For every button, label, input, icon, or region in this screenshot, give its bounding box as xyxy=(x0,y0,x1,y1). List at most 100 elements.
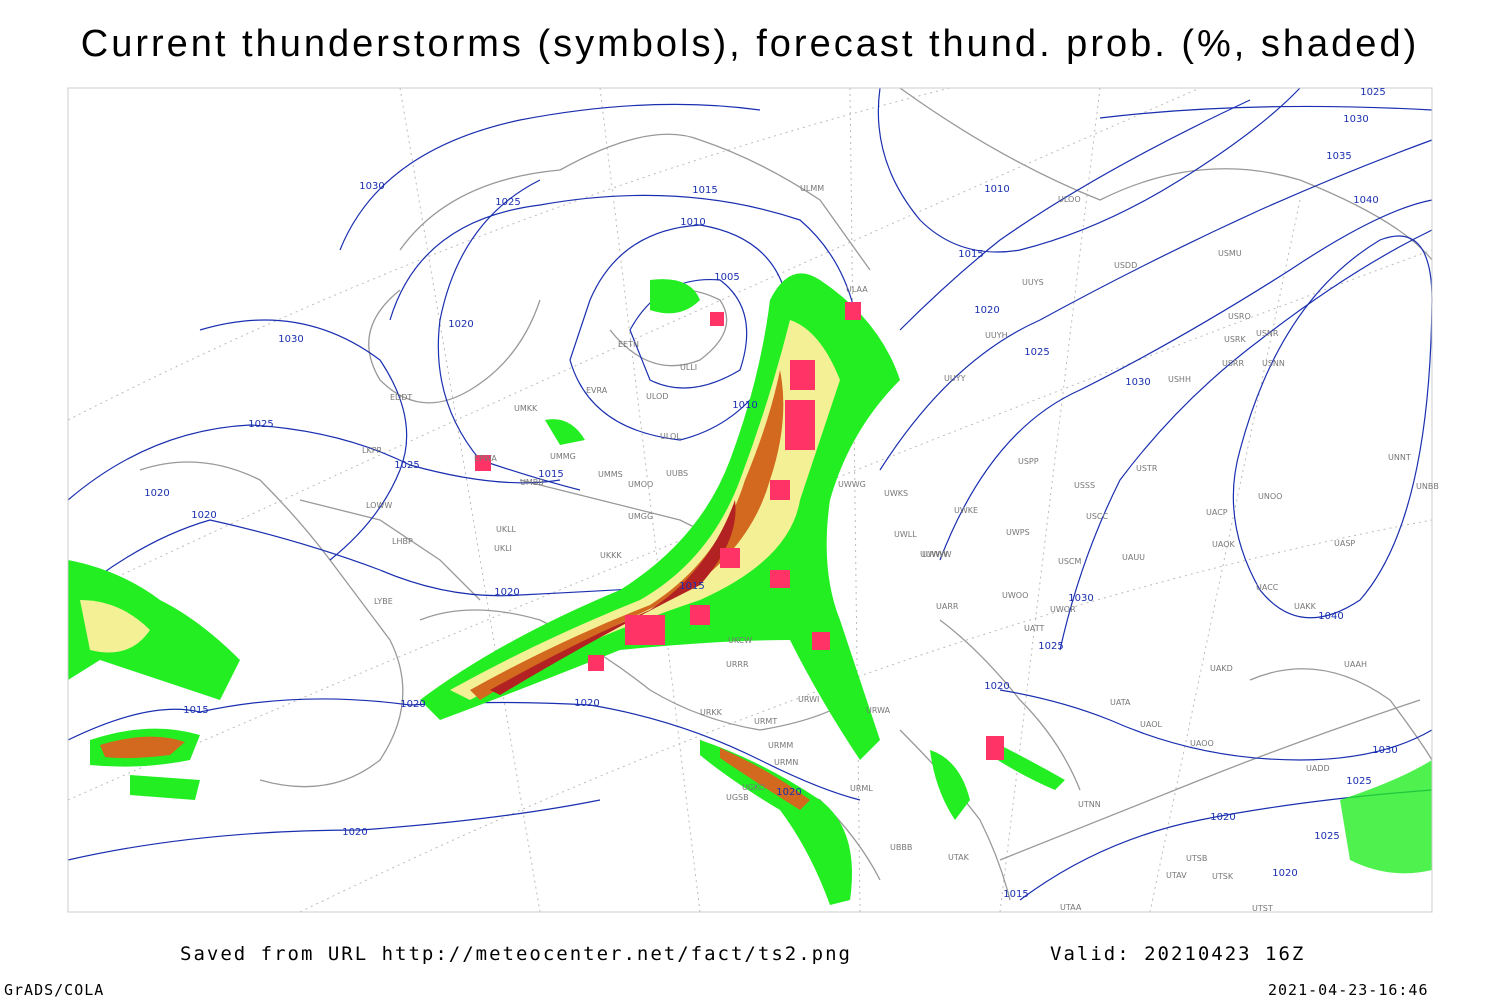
valid-time: Valid: 20210423 16Z xyxy=(1050,943,1305,965)
isobar-label: 1015 xyxy=(183,705,208,716)
station-label: URMT xyxy=(754,717,777,726)
station-label: UACC xyxy=(1256,583,1279,592)
station-label: UAKD xyxy=(1210,664,1233,673)
station-label: USNN xyxy=(1262,359,1285,368)
isobar-label: 1020 xyxy=(342,827,367,838)
station-label: UWOO xyxy=(1002,591,1028,600)
station-label: UMMS xyxy=(598,470,623,479)
station-label: UTAK xyxy=(948,853,970,862)
station-label: ULAA xyxy=(846,285,868,294)
station-label: UWWW xyxy=(922,550,952,559)
station-label: UTNN xyxy=(1078,800,1101,809)
station-label: UASP xyxy=(1334,539,1355,548)
station-label: UMKK xyxy=(514,404,538,413)
isobar-label: 1020 xyxy=(1210,812,1235,823)
isobar-label: 1025 xyxy=(1038,641,1063,652)
station-label: USCC xyxy=(1086,512,1109,521)
isobar-label: 1010 xyxy=(984,184,1009,195)
station-label: UTAA xyxy=(1060,903,1082,912)
station-label: UWWG xyxy=(838,480,866,489)
station-label: USRO xyxy=(1228,312,1251,321)
station-label: UUYY xyxy=(944,374,966,383)
station-label: UAUU xyxy=(1122,553,1145,562)
station-label: UKLL xyxy=(496,525,517,534)
station-label: URRR xyxy=(726,660,749,669)
station-label: UUWW xyxy=(920,550,948,559)
station-label: UGKO xyxy=(742,783,765,792)
station-label: EVRA xyxy=(586,386,608,395)
station-label: UARR xyxy=(936,602,959,611)
station-label: USRR xyxy=(1222,359,1244,368)
isobar-label: 1040 xyxy=(1353,195,1378,206)
station-label: UWLL xyxy=(894,530,917,539)
station-label: UWOR xyxy=(1050,605,1076,614)
isobar-label: 1030 xyxy=(1372,745,1397,756)
probability-shading xyxy=(68,273,1432,905)
isobar-label: 1030 xyxy=(278,334,303,345)
station-label: ULOL xyxy=(660,432,681,441)
station-label: URML xyxy=(850,784,873,793)
station-label: USNR xyxy=(1256,329,1279,338)
station-label: UKCW xyxy=(728,636,752,645)
isobar-label: 1015 xyxy=(692,185,717,196)
station-label: UTST xyxy=(1252,904,1273,913)
station-label: USTR xyxy=(1136,464,1158,473)
station-label: UNOO xyxy=(1258,492,1282,501)
station-label: USPP xyxy=(1018,457,1039,466)
station-label: USSS xyxy=(1074,481,1095,490)
station-label: ULMM xyxy=(800,184,824,193)
station-label: UAOL xyxy=(1140,720,1162,729)
isobars xyxy=(67,87,1433,901)
isobar-label: 1025 xyxy=(495,197,520,208)
station-label: URKK xyxy=(700,708,723,717)
station-label: USCM xyxy=(1058,557,1082,566)
station-label: EDDT xyxy=(390,393,412,402)
isobar-label: 1025 xyxy=(248,419,273,430)
isobar-label: 1020 xyxy=(448,319,473,330)
station-label: UNBB xyxy=(1416,482,1439,491)
isobar-label: 1030 xyxy=(359,181,384,192)
station-label: UAOK xyxy=(1212,540,1235,549)
station-label: UTAV xyxy=(1166,871,1187,880)
station-label: UATT xyxy=(1024,624,1044,633)
station-label: LKPR xyxy=(362,446,383,455)
isobar-label: 1025 xyxy=(1314,831,1339,842)
station-label: UUYS xyxy=(1022,278,1044,287)
isobar-labels: 1030 1025 1015 1010 1005 1020 1030 1025 1025 1015… xyxy=(144,87,1397,900)
station-label: UADD xyxy=(1306,764,1330,773)
isobar-label: 1005 xyxy=(714,272,739,283)
station-label: ULLI xyxy=(680,363,697,372)
isobar-label: 1020 xyxy=(574,698,599,709)
isobar-label: 1030 xyxy=(1125,377,1150,388)
isobar-label: 1015 xyxy=(958,249,983,260)
station-label: UMBB xyxy=(520,478,544,487)
station-label: EPWA xyxy=(474,454,497,463)
isobar-label: 1015 xyxy=(538,469,563,480)
isobar-label: 1025 xyxy=(1360,87,1385,98)
source-url: Saved from URL http://meteocenter.net/fa… xyxy=(180,943,852,965)
isobar-label: 1040 xyxy=(1318,611,1343,622)
station-label: ULOD xyxy=(646,392,668,401)
station-label: UWPS xyxy=(1006,528,1030,537)
isobar-label: 1020 xyxy=(984,681,1009,692)
station-label: UATA xyxy=(1110,698,1131,707)
isobar-label: 1025 xyxy=(1024,347,1049,358)
station-label: UTSK xyxy=(1212,872,1234,881)
station-label: UAAH xyxy=(1344,660,1367,669)
isobar-label: 1020 xyxy=(974,305,999,316)
station-label: UACP xyxy=(1206,508,1228,517)
station-labels: ULMM ULOO USDD USMU UUYS ULAA UUYH USRO USRK USNR… xyxy=(362,184,1439,913)
station-label: EETN xyxy=(618,340,639,349)
station-label: UWKS xyxy=(884,489,908,498)
timestamp: 2021-04-23-16:46 xyxy=(1268,981,1429,999)
station-label: URWA xyxy=(866,706,891,715)
station-label: URMN xyxy=(774,758,798,767)
software-credit: GrADS/COLA xyxy=(4,981,104,999)
plot-frame xyxy=(67,87,1433,913)
isobar-label: 1025 xyxy=(1346,776,1371,787)
station-label: UAOO xyxy=(1190,739,1214,748)
isobar-label: 1030 xyxy=(1343,114,1368,125)
isobar-label: 1025 xyxy=(394,460,419,471)
isobar-label: 1020 xyxy=(400,699,425,710)
